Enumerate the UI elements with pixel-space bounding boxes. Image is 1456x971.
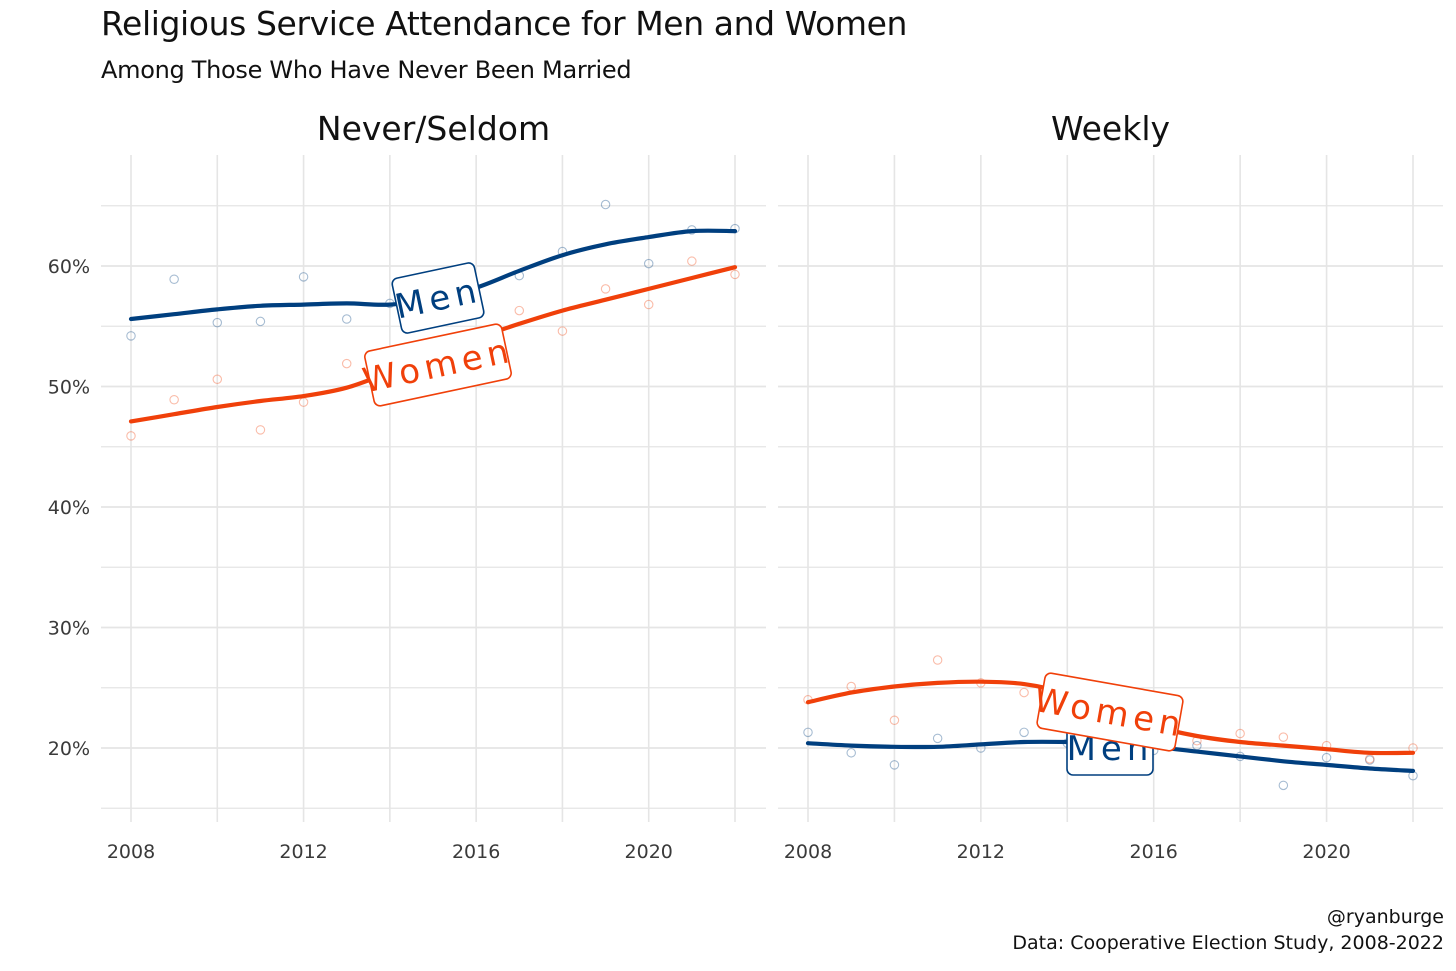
series-label-men: Men: [391, 262, 485, 334]
data-point-women: [126, 431, 136, 441]
series-label-box: [391, 262, 485, 334]
chart-title: Religious Service Attendance for Men and…: [101, 4, 908, 43]
data-point-women: [557, 326, 568, 336]
data-point-women: [514, 305, 525, 316]
data-point-men: [1321, 752, 1332, 763]
data-point-women: [1235, 728, 1245, 739]
data-point-men: [169, 274, 179, 285]
data-point-women: [932, 655, 943, 665]
data-point-men: [1019, 727, 1029, 738]
x-tick-label: 2020: [625, 841, 673, 863]
data-point-women: [600, 284, 611, 294]
data-point-men: [212, 317, 223, 328]
data-point-men: [255, 316, 266, 327]
data-point-men: [643, 258, 654, 269]
y-tick-label: 60%: [48, 256, 90, 278]
x-tick-label: 2008: [107, 841, 155, 863]
chart-subtitle: Among Those Who Have Never Been Married: [101, 56, 632, 84]
data-point-men: [1278, 780, 1289, 791]
data-point-women: [341, 358, 352, 369]
data-point-women: [255, 425, 266, 435]
author-handle: @ryanburge: [1326, 906, 1444, 928]
x-tick-label: 2012: [279, 841, 327, 863]
data-point-women: [1019, 687, 1029, 698]
data-point-women: [643, 299, 654, 310]
x-tick-label: 2008: [784, 841, 832, 863]
y-tick-label: 30%: [48, 618, 90, 640]
x-tick-label: 2016: [452, 841, 500, 863]
data-point-women: [846, 681, 856, 692]
data-point-men: [803, 727, 813, 738]
data-point-men: [889, 760, 900, 770]
data-point-men: [1365, 755, 1375, 765]
data-point-men: [846, 748, 856, 758]
x-tick-label: 2020: [1302, 841, 1350, 863]
series-label-women: Women: [359, 323, 517, 407]
data-point-women: [730, 269, 740, 280]
data-point-women: [212, 374, 223, 385]
data-point-women: [687, 256, 697, 266]
panel-never-seldom: Never/Seldom 2008 2012 2016 2020 20% 30% 40% 50%…: [48, 109, 766, 863]
data-point-men: [341, 314, 352, 324]
data-point-men: [932, 733, 943, 744]
data-point-women: [889, 715, 900, 726]
data-point-men: [600, 199, 611, 210]
panel-title: Weekly: [1051, 109, 1170, 148]
faceted-chart: Never/Seldom 2008 2012 2016 2020 20% 30% 40% 50%…: [48, 109, 1443, 863]
x-tick-label: 2016: [1130, 841, 1178, 863]
data-source: Data: Cooperative Election Study, 2008-2…: [1012, 932, 1444, 954]
y-tick-label: 20%: [48, 738, 90, 760]
data-point-men: [298, 272, 309, 282]
data-point-men: [126, 331, 136, 341]
series-label-box: [1036, 672, 1184, 752]
x-tick-label: 2012: [957, 841, 1005, 863]
data-point-women: [169, 395, 179, 405]
panel-title: Never/Seldom: [317, 109, 550, 148]
y-tick-label: 50%: [48, 377, 90, 399]
y-tick-label: 40%: [48, 497, 90, 519]
series-label-box: [364, 323, 512, 407]
data-point-women: [1278, 732, 1289, 742]
